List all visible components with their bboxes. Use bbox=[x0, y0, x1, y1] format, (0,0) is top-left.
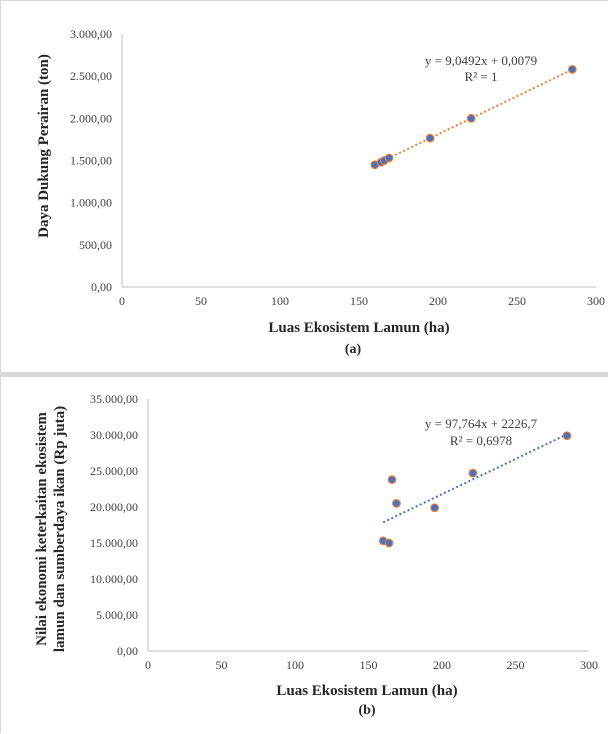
chart-a-x-tick-label: 100 bbox=[271, 294, 289, 308]
chart-b-y-tick-label: 10.000,00 bbox=[90, 572, 138, 586]
chart-b-axes bbox=[147, 399, 589, 652]
chart-a-r2: R² = 1 bbox=[465, 69, 498, 84]
chart-b-equation: y = 97,764x + 2226,7 bbox=[425, 416, 538, 431]
chart-a-y-tick-label: 3.000,00 bbox=[70, 27, 112, 41]
chart-b-y-tick-label: 0,00 bbox=[117, 644, 138, 658]
chart-a-data-point bbox=[384, 153, 394, 163]
chart-b-points bbox=[378, 431, 572, 548]
chart-a-y-ticks: 0,00 500,00 1.000,00 1.500,00 2.000,00 2.500,… bbox=[70, 27, 112, 294]
chart-b-y-axis-title-line1: Nilai ekonomi keterkaitan ekosistem bbox=[34, 412, 50, 646]
chart-a-svg: 0 50 100 150 200 250 300 0,00 500,00 1.000,00 1.5… bbox=[36, 27, 605, 357]
chart-b-x-tick-label: 200 bbox=[433, 658, 451, 672]
chart-a-x-tick-label: 0 bbox=[119, 294, 125, 308]
chart-b-x-tick-label: 300 bbox=[580, 658, 598, 672]
chart-b-x-tick-label: 0 bbox=[145, 658, 151, 672]
chart-a-x-tick-label: 300 bbox=[587, 294, 605, 308]
chart-b-data-point bbox=[430, 503, 440, 513]
chart-a-axes bbox=[121, 34, 596, 288]
chart-b-y-ticks: 0,00 5.000,00 10.000,00 15.000,00 20.000,00 2… bbox=[90, 392, 138, 658]
chart-a-data-point bbox=[466, 113, 476, 123]
chart-b-y-tick-label: 25.000,00 bbox=[90, 464, 138, 478]
chart-b-y-tick-label: 5.000,00 bbox=[96, 608, 138, 622]
chart-b-x-tick-label: 250 bbox=[507, 658, 525, 672]
chart-b-r2: R² = 0,6978 bbox=[450, 433, 512, 448]
chart-a-x-tick-label: 50 bbox=[195, 294, 207, 308]
chart-b-y-axis-title-line2: lamun dan sumberdaya ikan (Rp juta) bbox=[52, 406, 68, 652]
chart-b-data-point bbox=[468, 468, 478, 478]
chart-a-x-ticks: 0 50 100 150 200 250 300 bbox=[119, 294, 605, 308]
chart-a-y-tick-label: 0,00 bbox=[91, 280, 112, 294]
chart-b-y-tick-label: 30.000,00 bbox=[90, 428, 138, 442]
chart-b-y-tick-label: 35.000,00 bbox=[90, 392, 138, 406]
chart-b-caption: (b) bbox=[358, 703, 375, 718]
chart-b-x-ticks: 0 50 100 150 200 250 300 bbox=[145, 658, 598, 672]
chart-b-x-tick-label: 50 bbox=[216, 658, 228, 672]
chart-b-data-point bbox=[562, 431, 572, 441]
chart-b-y-tick-label: 15.000,00 bbox=[90, 536, 138, 550]
chart-a-y-tick-label: 500,00 bbox=[79, 238, 112, 252]
chart-a-x-tick-label: 150 bbox=[350, 294, 368, 308]
chart-a-y-tick-label: 1.500,00 bbox=[70, 154, 112, 168]
chart-a-x-axis-title: Luas Ekosistem Lamun (ha) bbox=[268, 320, 449, 336]
chart-b-x-axis-title: Luas Ekosistem Lamun (ha) bbox=[276, 683, 457, 699]
chart-b-svg: 0 50 100 150 200 250 300 0,00 5.000,00 10.000,00… bbox=[34, 392, 598, 718]
chart-b-y-tick-label: 20.000,00 bbox=[90, 500, 138, 514]
chart-panel-b: 0 50 100 150 200 250 300 0,00 5.000,00 10.000,00… bbox=[0, 376, 608, 733]
chart-a-y-axis-title: Daya Dukung Perairan (ton) bbox=[36, 54, 52, 238]
chart-a-data-point bbox=[567, 65, 577, 74]
chart-a-points bbox=[370, 65, 577, 170]
chart-b-data-point bbox=[392, 498, 401, 508]
chart-a-caption: (a) bbox=[345, 342, 362, 357]
chart-a-x-tick-label: 200 bbox=[429, 294, 447, 308]
chart-panel-a: 0 50 100 150 200 250 300 0,00 500,00 1.000,00 1.5… bbox=[0, 0, 608, 373]
chart-a-y-tick-label: 1.000,00 bbox=[70, 196, 112, 210]
chart-a-y-tick-label: 2.500,00 bbox=[70, 69, 112, 83]
chart-b-data-point bbox=[384, 538, 394, 548]
chart-a-data-point bbox=[425, 133, 435, 143]
chart-b-x-tick-label: 150 bbox=[360, 658, 378, 672]
chart-a-x-tick-label: 250 bbox=[508, 294, 526, 308]
panel-separator bbox=[0, 372, 608, 377]
chart-a-y-tick-label: 2.000,00 bbox=[70, 111, 112, 125]
chart-b-x-tick-label: 100 bbox=[286, 658, 304, 672]
chart-a-equation: y = 9,0492x + 0,0079 bbox=[425, 53, 537, 68]
chart-b-data-point bbox=[387, 475, 397, 485]
